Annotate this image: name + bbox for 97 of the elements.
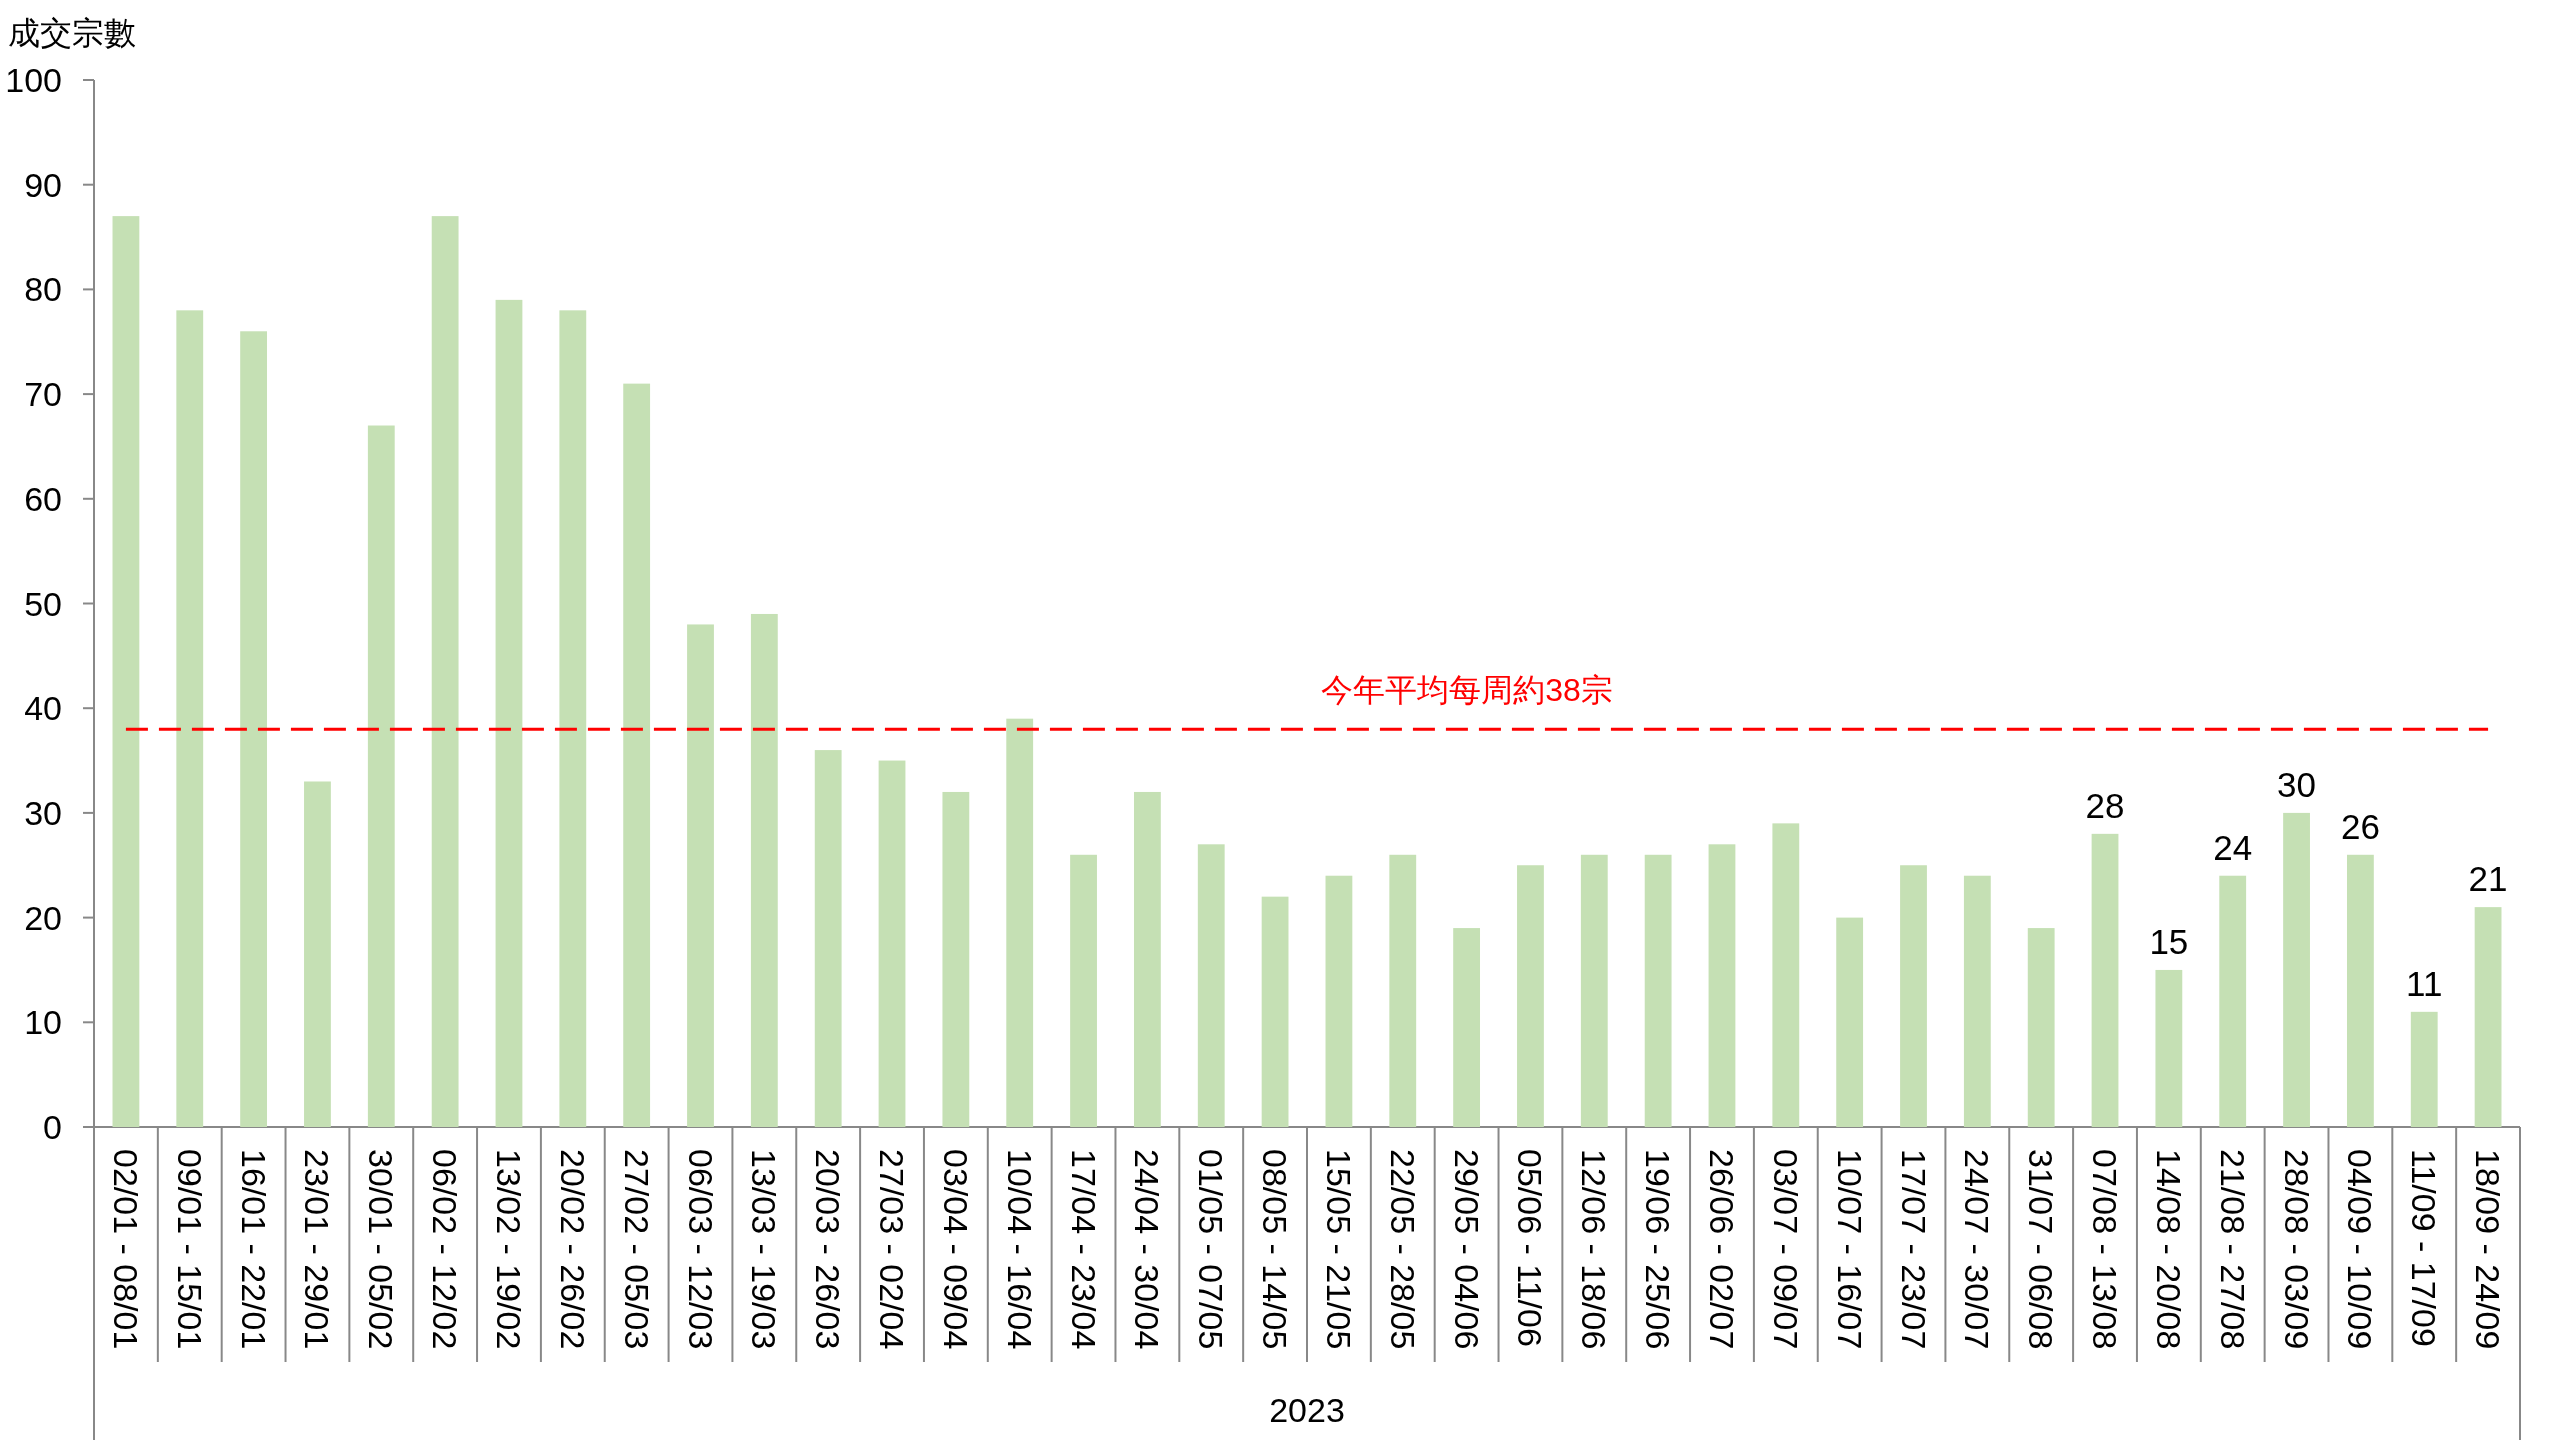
bar bbox=[1453, 928, 1481, 1127]
bar bbox=[878, 760, 906, 1127]
bar bbox=[367, 425, 395, 1127]
bar bbox=[431, 216, 459, 1127]
y-tick-label: 80 bbox=[24, 270, 62, 309]
bar bbox=[2346, 854, 2374, 1127]
x-tick-label: 09/01 - 15/01 bbox=[170, 1149, 209, 1350]
x-tick-label: 27/02 - 05/03 bbox=[617, 1149, 656, 1350]
x-tick-label: 03/07 - 09/07 bbox=[1766, 1149, 1805, 1350]
x-tick-label: 24/04 - 30/04 bbox=[1128, 1149, 1167, 1350]
bar bbox=[1261, 896, 1289, 1127]
y-tick-label: 70 bbox=[24, 375, 62, 414]
x-tick-label: 07/08 - 13/08 bbox=[2086, 1149, 2125, 1350]
bar bbox=[559, 310, 587, 1127]
data-label: 24 bbox=[2213, 827, 2253, 867]
bar bbox=[687, 624, 714, 1127]
bar bbox=[814, 750, 842, 1127]
x-tick-label: 10/04 - 16/04 bbox=[1000, 1149, 1039, 1350]
y-tick-label: 90 bbox=[24, 165, 62, 204]
x-tick-label: 04/09 - 10/09 bbox=[2341, 1149, 2380, 1350]
x-tick-label: 01/05 - 07/05 bbox=[1192, 1149, 1231, 1350]
x-tick-label: 20/03 - 26/03 bbox=[809, 1149, 848, 1350]
data-label: 21 bbox=[2468, 859, 2508, 899]
x-tick-label: 19/06 - 25/06 bbox=[1639, 1149, 1678, 1350]
data-label: 26 bbox=[2340, 806, 2380, 846]
y-axis-title: 成交宗數 bbox=[8, 15, 136, 51]
x-tick-label: 28/08 - 03/09 bbox=[2277, 1149, 2316, 1350]
x-tick-label: 17/07 - 23/07 bbox=[1894, 1149, 1933, 1350]
bar bbox=[1325, 875, 1353, 1127]
x-tick-label: 05/06 - 11/06 bbox=[1511, 1149, 1550, 1347]
x-tick-label: 23/01 - 29/01 bbox=[298, 1149, 337, 1350]
x-tick-label: 22/05 - 28/05 bbox=[1383, 1149, 1422, 1350]
x-tick-label: 21/08 - 27/08 bbox=[2213, 1149, 2252, 1350]
x-tick-label: 27/03 - 02/04 bbox=[873, 1149, 912, 1350]
bar bbox=[2410, 1011, 2438, 1127]
bar bbox=[304, 781, 331, 1127]
bar bbox=[112, 216, 140, 1127]
bar bbox=[240, 331, 268, 1127]
x-tick-label: 18/09 - 24/09 bbox=[2469, 1149, 2508, 1350]
bar bbox=[1070, 854, 1097, 1127]
bar bbox=[1389, 854, 1417, 1127]
x-tick-label: 15/05 - 21/05 bbox=[1319, 1149, 1358, 1350]
x-tick-label: 06/02 - 12/02 bbox=[426, 1149, 465, 1350]
bar bbox=[1900, 865, 1927, 1127]
x-tick-label: 29/05 - 04/06 bbox=[1447, 1149, 1486, 1350]
bar bbox=[1133, 791, 1161, 1127]
data-label: 30 bbox=[2277, 764, 2317, 804]
x-tick-label: 03/04 - 09/04 bbox=[936, 1149, 975, 1350]
ref-line-label: 今年平均每周約38宗 bbox=[1321, 672, 1613, 709]
x-tick-label: 13/03 - 19/03 bbox=[745, 1149, 784, 1350]
bar bbox=[1772, 823, 1800, 1127]
x-tick-label: 11/09 - 17/09 bbox=[2405, 1149, 2444, 1347]
y-tick-label: 60 bbox=[24, 479, 62, 518]
x-tick-label: 17/04 - 23/04 bbox=[1064, 1149, 1103, 1350]
x-tick-label: 14/08 - 20/08 bbox=[2149, 1149, 2188, 1350]
x-tick-label: 13/02 - 19/02 bbox=[489, 1149, 528, 1350]
x-tick-label: 06/03 - 12/03 bbox=[681, 1149, 720, 1350]
data-label: 28 bbox=[2085, 785, 2125, 825]
x-tick-label: 16/01 - 22/01 bbox=[234, 1149, 273, 1350]
bar bbox=[623, 383, 651, 1127]
bar bbox=[2474, 907, 2502, 1127]
y-tick-label: 100 bbox=[5, 61, 62, 99]
x-tick-label: 24/07 - 30/07 bbox=[1958, 1149, 1997, 1350]
x-axis-title: 2023 bbox=[1269, 1391, 1345, 1429]
bar bbox=[1517, 865, 1544, 1127]
bar bbox=[1580, 854, 1608, 1127]
bar bbox=[750, 613, 778, 1127]
bar bbox=[2091, 833, 2119, 1127]
bar bbox=[2219, 875, 2247, 1127]
bar bbox=[1708, 844, 1736, 1127]
bar bbox=[1963, 875, 1991, 1127]
bar bbox=[1836, 917, 1864, 1127]
data-label: 15 bbox=[2149, 921, 2189, 961]
y-tick-label: 40 bbox=[24, 689, 62, 728]
bar bbox=[2155, 969, 2183, 1127]
bar bbox=[176, 310, 204, 1127]
bar bbox=[2027, 928, 2055, 1127]
bar bbox=[1644, 854, 1672, 1127]
y-tick-label: 10 bbox=[24, 1003, 62, 1042]
x-tick-label: 02/01 - 08/01 bbox=[106, 1149, 145, 1350]
bar bbox=[942, 791, 970, 1127]
y-tick-label: 50 bbox=[24, 584, 62, 623]
y-tick-label: 0 bbox=[43, 1108, 62, 1146]
bar bbox=[495, 299, 523, 1127]
y-tick-label: 30 bbox=[24, 793, 62, 832]
x-tick-label: 08/05 - 14/05 bbox=[1256, 1149, 1295, 1350]
x-tick-label: 20/02 - 26/02 bbox=[553, 1149, 592, 1350]
x-tick-label: 30/01 - 05/02 bbox=[362, 1149, 401, 1350]
x-tick-label: 26/06 - 02/07 bbox=[1702, 1149, 1741, 1350]
x-tick-label: 12/06 - 18/06 bbox=[1575, 1149, 1614, 1350]
bar bbox=[2283, 812, 2310, 1127]
y-tick-label: 20 bbox=[24, 898, 62, 937]
x-tick-label: 31/07 - 06/08 bbox=[2022, 1149, 2061, 1350]
bar bbox=[1197, 844, 1225, 1127]
data-label: 11 bbox=[2406, 963, 2443, 1003]
x-tick-label: 10/07 - 16/07 bbox=[1830, 1149, 1869, 1350]
bar bbox=[1006, 718, 1034, 1127]
